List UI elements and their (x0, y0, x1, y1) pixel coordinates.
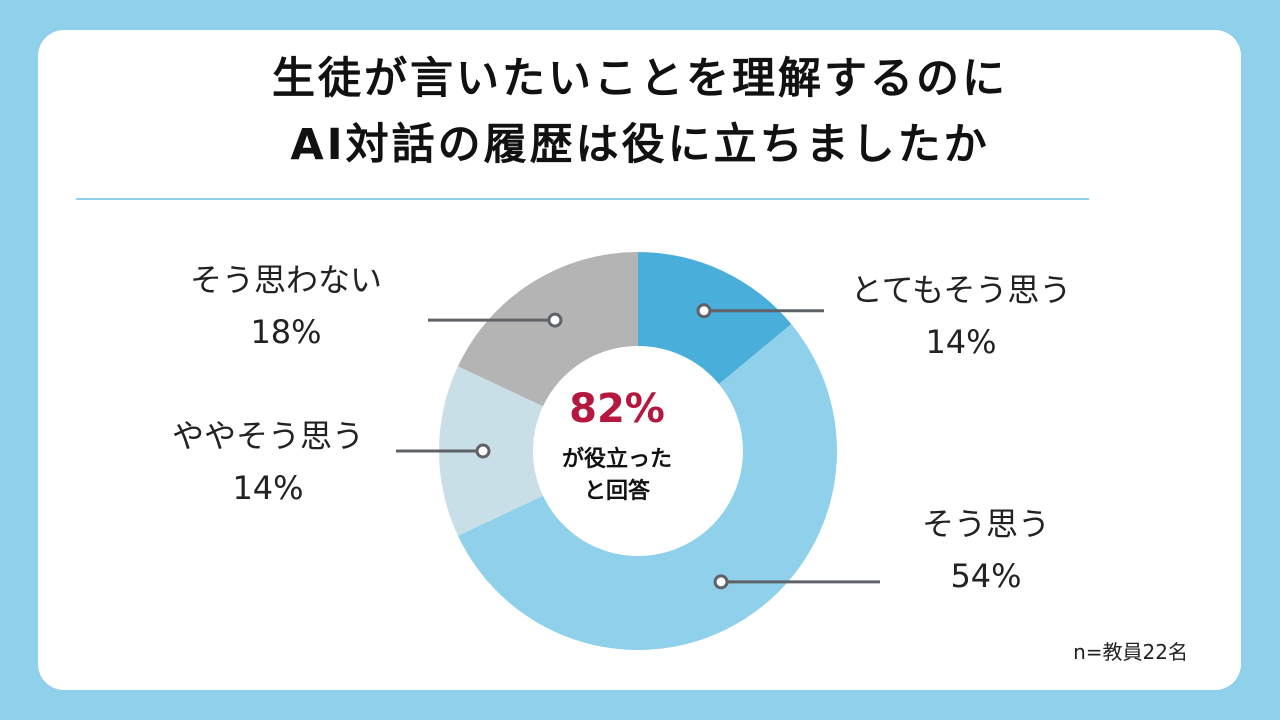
slice-somewhat-agree (438, 366, 543, 536)
center-caption-line-1: が役立った (561, 447, 672, 472)
center-caption: が役立った と回答 (522, 444, 712, 508)
label-disagree-text: そう思わない (189, 261, 382, 299)
label-agree-text: そう思う (921, 505, 1050, 543)
title-line-2: AI対話の履歴は役に立ちましたか (290, 120, 990, 170)
slice-strongly-agree (638, 252, 792, 385)
label-agree: そう思う 54% (886, 498, 1086, 602)
center-caption-line-2: と回答 (583, 479, 650, 504)
chart-title: 生徒が言いたいことを理解するのに AI対話の履歴は役に立ちましたか (0, 46, 1280, 178)
label-somewhat-agree-text: ややそう思う (171, 417, 364, 455)
slice-agree (457, 324, 837, 650)
label-somewhat-agree-value: 14% (232, 469, 304, 507)
label-disagree-value: 18% (250, 313, 322, 351)
label-strongly-agree: とてもそう思う 14% (836, 264, 1086, 368)
slice-somewhat-agree-leader-dot (475, 443, 491, 459)
slice-strongly-agree-leader-dot (696, 303, 712, 319)
title-line-1: 生徒が言いたいことを理解するのに (272, 54, 1008, 104)
slice-agree-leader-dot (713, 574, 729, 590)
label-disagree: そう思わない 18% (166, 254, 406, 358)
slice-disagree (457, 252, 638, 407)
sample-size-note: n=教員22名 (1073, 640, 1188, 664)
slice-disagree-leader-dot (547, 312, 563, 328)
label-strongly-agree-text: とてもそう思う (850, 271, 1072, 309)
title-divider (76, 198, 1089, 200)
label-somewhat-agree: ややそう思う 14% (150, 410, 386, 514)
label-strongly-agree-value: 14% (925, 323, 997, 361)
center-percent: 82% (569, 386, 665, 432)
label-agree-value: 54% (950, 557, 1022, 595)
